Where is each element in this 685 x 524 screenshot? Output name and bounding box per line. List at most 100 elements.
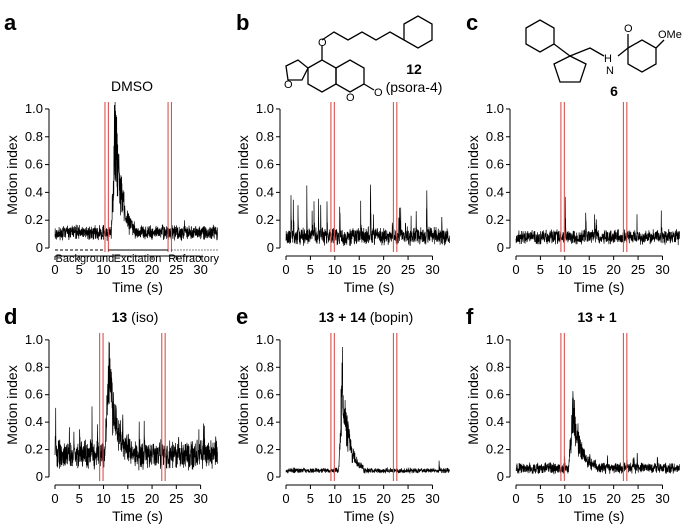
- panel-c-x-label: Time (s): [574, 279, 625, 295]
- panel-letter-d: d: [4, 304, 17, 329]
- panel-a-y-tick-label: 0.8: [25, 129, 43, 144]
- panel-f-x-tick-label: 5: [537, 491, 544, 506]
- panel-a-trace: [54, 101, 218, 242]
- panel-d-y-tick-label: 0.2: [25, 442, 43, 457]
- panel-e-y-tick-label: 0: [267, 469, 274, 484]
- panel-f-x-label: Time (s): [574, 508, 625, 524]
- panel-b-x-tick-label: 30: [425, 262, 439, 277]
- panel-c-y-tick-label: 0.4: [486, 184, 504, 199]
- panel-e-plot: 0 0.2 0.4 0.6 0.8 1.0 Motion index 0 5 10 15 20 25 30…: [235, 332, 450, 524]
- panel-c-x-tick-label: 5: [537, 262, 544, 277]
- atom-o-4: O: [374, 87, 383, 99]
- panel-b-y-tick-label: 0.2: [256, 212, 274, 227]
- panel-b-x-tick-label: 15: [352, 262, 366, 277]
- phenylbutyl-chain: [321, 31, 405, 41]
- panel-f-plot: 0 0.2 0.4 0.6 0.8 1.0 Motion index 0 5 10 15 20 25 30…: [465, 332, 680, 524]
- atom-n: N: [606, 65, 614, 77]
- anisole-ring: [627, 39, 657, 73]
- panel-e-x-label: Time (s): [344, 508, 395, 524]
- panel-d-title-main: 13: [112, 309, 128, 325]
- panel-c-y-label: Motion index: [465, 135, 481, 214]
- panel-c-trace: [515, 196, 680, 246]
- panel-c-x-tick-label: 0: [512, 262, 519, 277]
- panel-f-y-tick-label: 0.4: [486, 414, 504, 429]
- compound-12-number: 12: [406, 61, 422, 77]
- panel-b-y-tick-label: 0.8: [256, 129, 274, 144]
- benzene-core-ring: [307, 59, 337, 93]
- panel-e-x-tick-label: 30: [425, 491, 439, 506]
- panel-d-x-tick-label: 0: [51, 491, 58, 506]
- panel-d-plot: 0 0.2 0.4 0.6 0.8 1.0 Motion index 0 5 10 15 20 25 30…: [4, 332, 218, 524]
- panel-c-y-tick-label: 0.8: [486, 129, 504, 144]
- panel-c-x-tick-label: 20: [606, 262, 620, 277]
- panel-a-x-tick-label: 5: [76, 262, 83, 277]
- panel-letter-b: b: [236, 10, 249, 35]
- panel-d-x-tick-label: 20: [145, 491, 159, 506]
- panel-e-title: 13 + 14 (bopin): [319, 309, 414, 325]
- panel-f-y-tick-label: 1.0: [486, 332, 504, 347]
- panel-b-x-tick-label: 20: [376, 262, 390, 277]
- panel-b-y-tick-label: 1.0: [256, 101, 274, 116]
- panel-c-y-tick-label: 0: [497, 240, 504, 255]
- panel-e-y-tick-label: 0.2: [256, 442, 274, 457]
- charts: 0 0.2 0.4 0.6 0.8 1.0 Motion index 0 5 10 15 20 25 30…: [4, 101, 680, 524]
- panel-d-x-tick-label: 25: [169, 491, 183, 506]
- panel-f-x-tick-label: 25: [631, 491, 645, 506]
- panel-b-y-tick-label: 0.6: [256, 157, 274, 172]
- pyranone-ring: [335, 59, 365, 93]
- phase-label-excitation: Excitation: [114, 253, 162, 265]
- structure-compound-12: [285, 15, 433, 93]
- panel-a-x-tick-label: 10: [96, 262, 110, 277]
- panel-letter-f: f: [466, 304, 474, 329]
- panel-f-y-tick-label: 0.8: [486, 359, 504, 374]
- panel-d-y-label: Motion index: [4, 365, 20, 444]
- phenyl-ring-c: [525, 19, 555, 53]
- panel-d-trace: [54, 341, 218, 471]
- panel-d-x-tick-label: 30: [193, 491, 207, 506]
- panel-a-x-tick-label: 30: [193, 262, 207, 277]
- panel-f-y-tick-label: 0: [497, 469, 504, 484]
- panel-a-x-tick-label: 0: [51, 262, 58, 277]
- panel-f-y-tick-label: 0.2: [486, 442, 504, 457]
- panel-e-trace: [285, 346, 450, 474]
- compound-6-number: 6: [610, 83, 618, 99]
- panel-c-x-tick-label: 25: [631, 262, 645, 277]
- panel-d-y-tick-label: 0.4: [25, 414, 43, 429]
- panel-a-y-tick-label: 0.6: [25, 157, 43, 172]
- panel-e-y-tick-label: 1.0: [256, 332, 274, 347]
- panel-f-x-tick-label: 0: [512, 491, 519, 506]
- atom-ome: OMe: [658, 29, 682, 41]
- atom-o-carbonyl: O: [624, 23, 633, 35]
- panel-f-y-tick-label: 0.6: [486, 387, 504, 402]
- panel-f-trace: [515, 391, 680, 475]
- panel-a-y-tick-label: 0.2: [25, 212, 43, 227]
- panel-e-x-tick-label: 0: [282, 491, 289, 506]
- panel-d-x-label: Time (s): [112, 508, 163, 524]
- panel-c-plot: 0 0.2 0.4 0.6 0.8 1.0 Motion index 0 5 10 15 20 25 30…: [465, 101, 680, 295]
- panel-d-y-tick-label: 0.6: [25, 387, 43, 402]
- panel-d-y-tick-label: 0: [36, 469, 43, 484]
- panel-d-y-tick-label: 0.8: [25, 359, 43, 374]
- panel-b-x-tick-label: 5: [307, 262, 314, 277]
- panel-a-y-tick-label: 0: [36, 240, 43, 255]
- phase-label-background: Background: [55, 253, 114, 265]
- panel-f-title: 13 + 1: [577, 309, 617, 325]
- atom-o-1: O: [318, 37, 327, 49]
- panel-f-x-tick-label: 10: [558, 491, 572, 506]
- panel-letter-e: e: [236, 304, 248, 329]
- panel-e-x-tick-label: 10: [328, 491, 342, 506]
- panel-a-x-tick-label: 20: [145, 262, 159, 277]
- panel-b-x-label: Time (s): [344, 279, 395, 295]
- panel-e-x-tick-label: 5: [307, 491, 314, 506]
- panel-d-title-suffix: (iso): [131, 309, 158, 325]
- panel-c-y-tick-label: 1.0: [486, 101, 504, 116]
- panel-c-x-tick-label: 30: [655, 262, 669, 277]
- phase-label-refractory: Refractory: [168, 253, 219, 265]
- panel-e-y-tick-label: 0.8: [256, 359, 274, 374]
- panel-e-title-suffix: (bopin): [370, 309, 414, 325]
- panel-d-title: 13 (iso): [112, 309, 159, 325]
- panel-d-x-tick-label: 15: [121, 491, 135, 506]
- panel-f-x-tick-label: 15: [582, 491, 596, 506]
- structure-compound-6-atoms: H N O OMe: [604, 23, 682, 77]
